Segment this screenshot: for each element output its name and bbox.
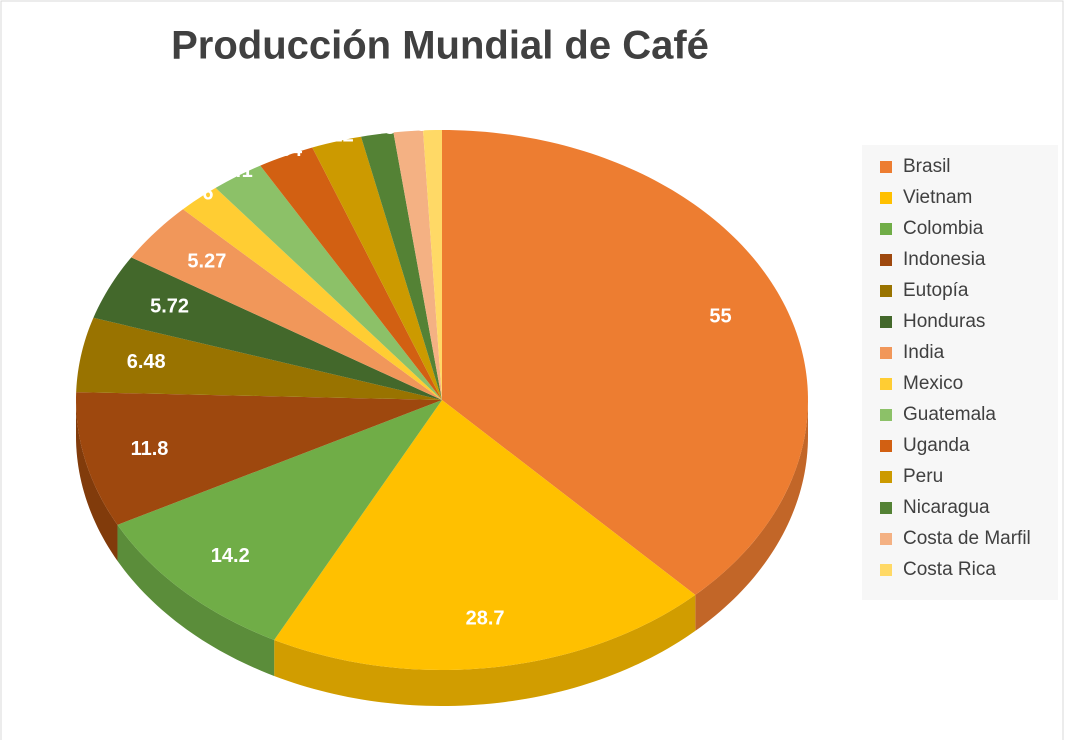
legend-box bbox=[862, 145, 1058, 600]
data-label: 1.2 bbox=[418, 113, 446, 135]
legend-label: Costa de Marfil bbox=[903, 528, 1031, 549]
pie-side-shade bbox=[695, 400, 808, 631]
legend-label: Brasil bbox=[903, 156, 951, 177]
legend-label: Vietnam bbox=[903, 187, 972, 208]
pie-slice bbox=[312, 136, 442, 400]
data-label: 28.7 bbox=[466, 607, 505, 629]
legend-swatch bbox=[880, 254, 892, 266]
legend-swatch bbox=[880, 471, 892, 483]
data-label: 3.41 bbox=[214, 160, 253, 182]
legend-label: Uganda bbox=[903, 435, 970, 456]
data-label: 2.76 bbox=[175, 182, 214, 204]
legend-swatch bbox=[880, 533, 892, 545]
pie-slice bbox=[182, 187, 442, 400]
pie-side bbox=[117, 524, 275, 676]
pie-slice bbox=[393, 130, 442, 400]
data-label: 6.48 bbox=[127, 351, 166, 373]
pie-slice bbox=[93, 257, 442, 400]
data-label: 1.88 bbox=[388, 114, 427, 136]
legend-swatch bbox=[880, 223, 892, 235]
legend-label: Peru bbox=[903, 466, 943, 487]
legend-swatch bbox=[880, 440, 892, 452]
pie-side bbox=[695, 400, 808, 631]
legend-label: Mexico bbox=[903, 373, 963, 394]
legend-label: Eutopía bbox=[903, 280, 969, 301]
legend-label: Guatemala bbox=[903, 404, 996, 425]
pie: 55 28.7 14.2 11.8 6.48 5.72 5.27 2.763.41 3.64 3.… bbox=[76, 113, 808, 706]
legend-swatch bbox=[880, 502, 892, 514]
legend-label: India bbox=[903, 342, 945, 363]
legend-label: Nicaragua bbox=[903, 497, 990, 518]
data-label: 3.64 bbox=[263, 139, 303, 161]
legend-swatch bbox=[880, 347, 892, 359]
legend: Brasil Vietnam Colombia Indonesia Eutopía Hon… bbox=[880, 156, 1031, 580]
data-label: 5.27 bbox=[187, 251, 226, 273]
pie-slice bbox=[117, 400, 443, 640]
data-label: 55 bbox=[709, 306, 731, 328]
data-label: 11.8 bbox=[131, 438, 169, 460]
pie-side-shade bbox=[274, 594, 696, 706]
legend-swatch bbox=[880, 316, 892, 328]
pie-side-shade bbox=[76, 400, 118, 561]
chart-title: Producción Mundial de Café bbox=[171, 24, 709, 68]
pie-slice bbox=[131, 209, 442, 400]
pie-side bbox=[76, 400, 118, 561]
legend-swatch bbox=[880, 378, 892, 390]
legend-swatch bbox=[880, 285, 892, 297]
pie-slice bbox=[76, 392, 442, 525]
legend-label: Colombia bbox=[903, 218, 984, 239]
pie-slice bbox=[423, 130, 442, 400]
pie-slice bbox=[260, 147, 442, 400]
pie-slice bbox=[361, 132, 442, 400]
legend-swatch bbox=[880, 161, 892, 173]
legend-label: Honduras bbox=[903, 311, 985, 332]
data-label: 14.2 bbox=[211, 545, 250, 567]
pie-side-shade bbox=[117, 524, 275, 676]
pie-side bbox=[274, 594, 696, 706]
legend-swatch bbox=[880, 409, 892, 421]
pie-slice bbox=[442, 130, 808, 595]
data-label: 2.08 bbox=[356, 117, 395, 139]
data-label: 5.72 bbox=[150, 295, 189, 317]
legend-label: Indonesia bbox=[903, 249, 986, 270]
legend-label: Costa Rica bbox=[903, 559, 996, 580]
pie-slice bbox=[215, 165, 442, 400]
legend-swatch bbox=[880, 564, 892, 576]
pie-slice bbox=[274, 400, 696, 670]
data-label: 3.22 bbox=[315, 125, 354, 147]
pie-slice bbox=[76, 317, 443, 400]
legend-swatch bbox=[880, 192, 892, 204]
